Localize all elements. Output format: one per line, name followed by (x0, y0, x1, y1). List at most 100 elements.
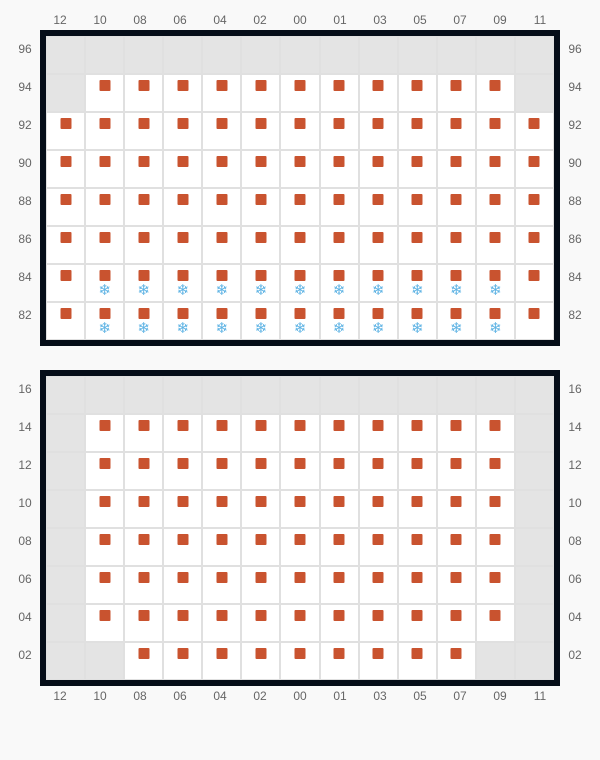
seat-cell[interactable] (476, 490, 515, 528)
seat-cell[interactable] (46, 302, 85, 340)
seat-cell[interactable]: ❄ (476, 302, 515, 340)
seat-cell[interactable] (359, 452, 398, 490)
seat-cell[interactable] (320, 566, 359, 604)
seat-cell[interactable] (280, 74, 319, 112)
seat-cell[interactable] (437, 452, 476, 490)
seat-cell[interactable] (476, 74, 515, 112)
seat-cell[interactable] (320, 528, 359, 566)
seat-cell[interactable] (476, 528, 515, 566)
seat-cell[interactable] (437, 74, 476, 112)
seat-cell[interactable] (124, 490, 163, 528)
seat-cell[interactable] (202, 490, 241, 528)
seat-cell[interactable] (241, 642, 280, 680)
seat-cell[interactable]: ❄ (241, 302, 280, 340)
seat-cell[interactable]: ❄ (85, 264, 124, 302)
seat-cell[interactable] (163, 528, 202, 566)
seat-cell[interactable] (241, 150, 280, 188)
seat-cell[interactable] (124, 414, 163, 452)
seat-cell[interactable] (515, 150, 554, 188)
seat-cell[interactable] (398, 414, 437, 452)
seat-cell[interactable] (280, 226, 319, 264)
seat-cell[interactable] (359, 528, 398, 566)
seat-cell[interactable] (398, 226, 437, 264)
seat-cell[interactable] (359, 490, 398, 528)
seat-cell[interactable]: ❄ (241, 264, 280, 302)
seat-cell[interactable] (437, 414, 476, 452)
seat-cell[interactable] (85, 604, 124, 642)
seat-cell[interactable] (476, 226, 515, 264)
seat-cell[interactable] (359, 226, 398, 264)
seat-cell[interactable] (241, 566, 280, 604)
seat-cell[interactable] (476, 414, 515, 452)
seat-cell[interactable] (398, 74, 437, 112)
seat-cell[interactable] (437, 490, 476, 528)
seat-cell[interactable] (320, 414, 359, 452)
seat-cell[interactable] (124, 452, 163, 490)
seat-cell[interactable] (515, 188, 554, 226)
seat-cell[interactable] (46, 226, 85, 264)
seat-cell[interactable] (359, 604, 398, 642)
seat-cell[interactable] (241, 604, 280, 642)
seat-cell[interactable] (124, 604, 163, 642)
seat-cell[interactable] (202, 566, 241, 604)
seat-cell[interactable] (359, 112, 398, 150)
seat-cell[interactable] (202, 150, 241, 188)
seat-cell[interactable]: ❄ (280, 264, 319, 302)
seat-cell[interactable] (202, 452, 241, 490)
seat-cell[interactable]: ❄ (163, 264, 202, 302)
seat-cell[interactable] (202, 226, 241, 264)
seat-cell[interactable] (515, 264, 554, 302)
seat-cell[interactable] (202, 642, 241, 680)
seat-cell[interactable] (398, 604, 437, 642)
seat-cell[interactable] (280, 528, 319, 566)
seat-cell[interactable] (85, 414, 124, 452)
seat-cell[interactable]: ❄ (202, 264, 241, 302)
seat-cell[interactable]: ❄ (398, 302, 437, 340)
seat-cell[interactable] (280, 188, 319, 226)
seat-cell[interactable] (476, 150, 515, 188)
seat-cell[interactable] (359, 414, 398, 452)
seat-cell[interactable]: ❄ (437, 302, 476, 340)
seat-cell[interactable] (241, 112, 280, 150)
seat-cell[interactable] (46, 188, 85, 226)
seat-cell[interactable] (437, 604, 476, 642)
seat-cell[interactable] (359, 74, 398, 112)
seat-cell[interactable] (124, 150, 163, 188)
seat-cell[interactable] (320, 112, 359, 150)
seat-cell[interactable] (163, 490, 202, 528)
seat-cell[interactable] (320, 74, 359, 112)
seat-cell[interactable] (359, 566, 398, 604)
seat-cell[interactable] (202, 528, 241, 566)
seat-cell[interactable] (202, 188, 241, 226)
seat-cell[interactable] (280, 490, 319, 528)
seat-cell[interactable] (85, 452, 124, 490)
seat-cell[interactable]: ❄ (202, 302, 241, 340)
seat-cell[interactable]: ❄ (124, 302, 163, 340)
seat-cell[interactable] (124, 226, 163, 264)
seat-cell[interactable] (476, 566, 515, 604)
seat-cell[interactable] (437, 642, 476, 680)
seat-cell[interactable] (437, 566, 476, 604)
seat-cell[interactable] (202, 74, 241, 112)
seat-cell[interactable]: ❄ (320, 302, 359, 340)
seat-cell[interactable] (202, 604, 241, 642)
seat-cell[interactable] (163, 414, 202, 452)
seat-cell[interactable]: ❄ (359, 264, 398, 302)
seat-cell[interactable] (280, 642, 319, 680)
seat-cell[interactable] (163, 604, 202, 642)
seat-cell[interactable] (46, 112, 85, 150)
seat-cell[interactable] (398, 188, 437, 226)
seat-cell[interactable] (163, 452, 202, 490)
seat-cell[interactable] (515, 112, 554, 150)
seat-cell[interactable] (85, 150, 124, 188)
seat-cell[interactable] (46, 150, 85, 188)
seat-cell[interactable] (280, 452, 319, 490)
seat-cell[interactable] (437, 226, 476, 264)
seat-cell[interactable] (320, 642, 359, 680)
seat-cell[interactable] (437, 150, 476, 188)
seat-cell[interactable] (124, 112, 163, 150)
seat-cell[interactable] (398, 566, 437, 604)
seat-cell[interactable] (163, 112, 202, 150)
seat-cell[interactable] (320, 226, 359, 264)
seat-cell[interactable] (163, 226, 202, 264)
